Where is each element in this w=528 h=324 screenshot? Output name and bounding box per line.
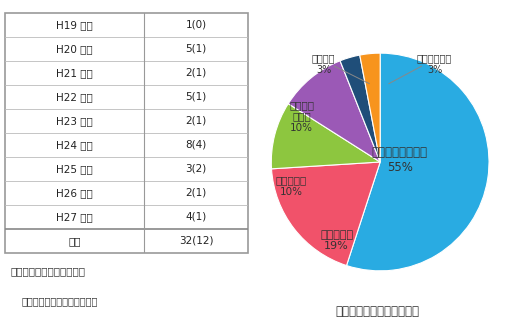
Text: H21 年度: H21 年度 xyxy=(56,68,93,78)
Text: H19 年度: H19 年度 xyxy=(56,20,93,30)
Text: 死亡・重傷事故の発生場所: 死亡・重傷事故の発生場所 xyxy=(335,305,420,318)
Text: 1(0): 1(0) xyxy=(185,20,206,30)
Text: 32(12): 32(12) xyxy=(178,236,213,246)
Wedge shape xyxy=(340,55,380,162)
Wedge shape xyxy=(346,53,489,271)
Wedge shape xyxy=(288,61,380,162)
Text: H26 年度: H26 年度 xyxy=(56,188,93,198)
Text: H20 年度: H20 年度 xyxy=(56,44,93,54)
Wedge shape xyxy=(360,53,380,162)
Text: （　）は死亡事故の発生件数: （ ）は死亡事故の発生件数 xyxy=(21,296,98,307)
Text: H27 年度: H27 年度 xyxy=(56,212,93,222)
Text: 2(1): 2(1) xyxy=(185,116,206,126)
Wedge shape xyxy=(271,162,380,266)
Text: 5(1): 5(1) xyxy=(185,92,206,102)
Text: 3(2): 3(2) xyxy=(185,164,206,174)
Text: 時間貸し
駐車場
10%: 時間貸し 駐車場 10% xyxy=(289,100,314,133)
Text: 月極駐車場
19%: 月極駐車場 19% xyxy=(320,230,353,251)
Text: 2(1): 2(1) xyxy=(185,68,206,78)
Text: ホテル用
3%: ホテル用 3% xyxy=(312,53,335,75)
Text: 来客用駐車場
3%: 来客用駐車場 3% xyxy=(417,53,452,75)
Text: 8(4): 8(4) xyxy=(185,140,206,150)
Text: 4(1): 4(1) xyxy=(185,212,206,222)
Text: マンション駐車場
55%: マンション駐車場 55% xyxy=(372,146,428,174)
Text: 5(1): 5(1) xyxy=(185,44,206,54)
Text: H23 年度: H23 年度 xyxy=(56,116,93,126)
Wedge shape xyxy=(271,104,380,169)
Text: 合計: 合計 xyxy=(68,236,81,246)
Text: H24 年度: H24 年度 xyxy=(56,140,93,150)
Text: 2(1): 2(1) xyxy=(185,188,206,198)
Text: H25 年度: H25 年度 xyxy=(56,164,93,174)
Text: H22 年度: H22 年度 xyxy=(56,92,93,102)
Text: 死亡・重傷事故の発生件数: 死亡・重傷事故の発生件数 xyxy=(11,266,86,276)
Text: テナント用
10%: テナント用 10% xyxy=(275,175,307,197)
